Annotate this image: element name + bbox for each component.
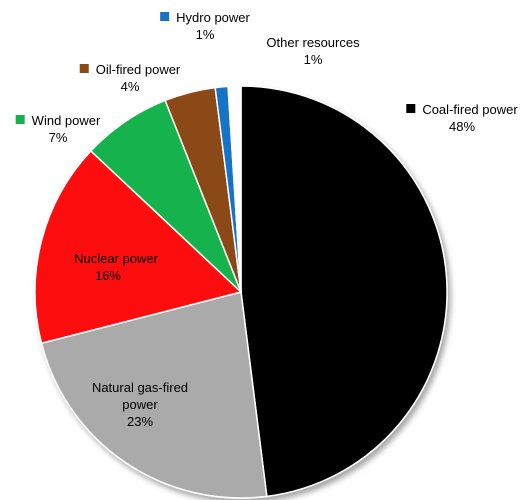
slice-label-oil: Oil-fired power 4%: [79, 61, 180, 95]
pie-slice-other-resources: [227, 85, 242, 293]
slice-label-wind: Wind power 7%: [15, 112, 100, 146]
pie-slice-coal-fired-power: [240, 85, 448, 498]
wind-legend-key: [15, 115, 25, 124]
slice-label-natural-gas: Natural gas-fired power 23%: [91, 380, 189, 429]
hydro-legend-key: [160, 12, 170, 21]
pie-slice-nuclear-power: [34, 149, 243, 345]
slice-label-hydro: Hydro power 1%: [160, 9, 250, 43]
nuclear-legend-key: [58, 253, 68, 262]
slice-label-coal: Coal-fired power 48%: [406, 101, 518, 135]
slice-label-nuclear: Nuclear power 16%: [58, 250, 158, 284]
slice-label-other: Other resources 1%: [266, 35, 360, 67]
pie-slice-natural-gas-fired-power: [40, 291, 268, 499]
coal-legend-key: [406, 104, 416, 113]
oil-legend-key: [79, 64, 89, 73]
